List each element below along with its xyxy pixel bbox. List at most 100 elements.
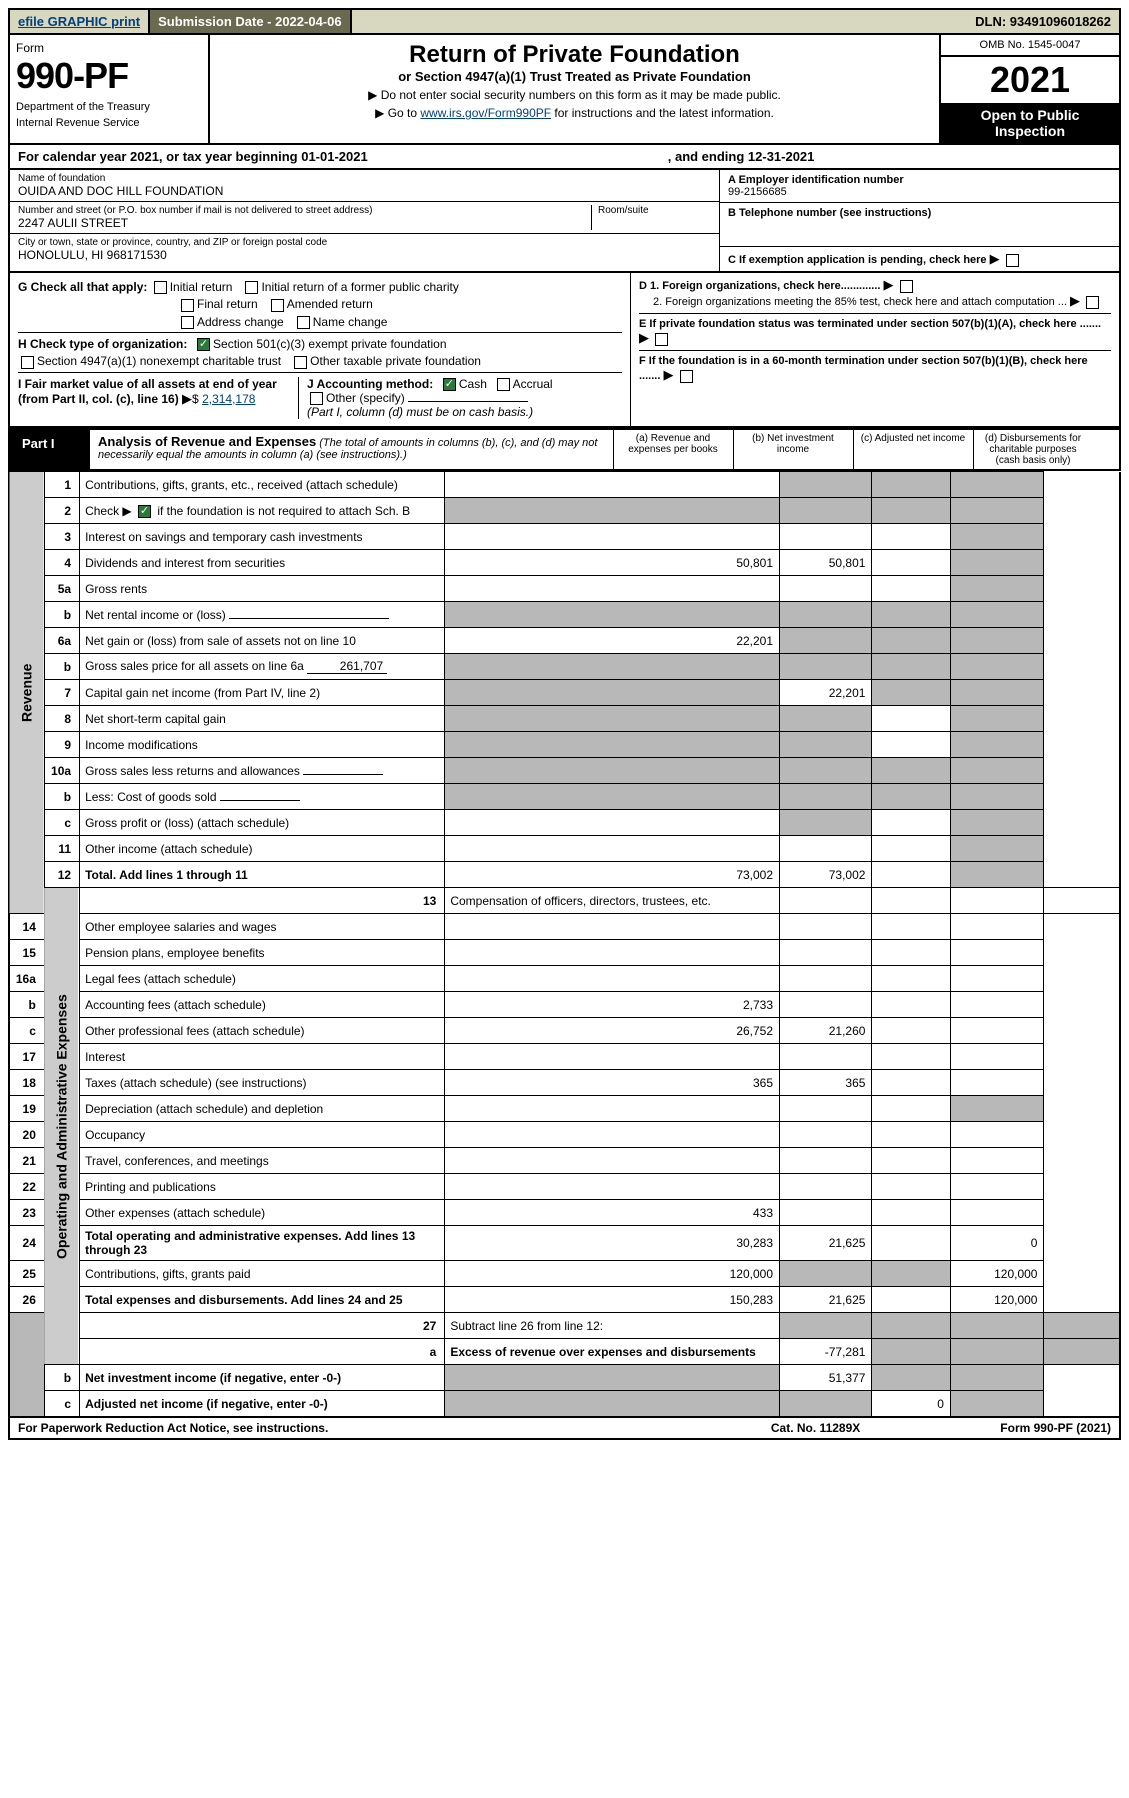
h-opt-other: Other taxable private foundation — [310, 354, 481, 368]
address-label: Number and street (or P.O. box number if… — [18, 205, 591, 216]
val-6b-inline: 261,707 — [307, 659, 387, 674]
line-18: Taxes (attach schedule) (see instruction… — [80, 1070, 445, 1096]
j-cash-checkbox[interactable] — [443, 378, 456, 391]
part1-tab: Part I — [10, 430, 90, 469]
g-initial-checkbox[interactable] — [154, 281, 167, 294]
form-header: Form 990-PF Department of the Treasury I… — [8, 35, 1121, 145]
line-24: Total operating and administrative expen… — [85, 1229, 415, 1257]
line-27b: Net investment income (if negative, ente… — [85, 1371, 341, 1385]
val-16ba: 2,733 — [445, 992, 780, 1018]
val-23a: 433 — [445, 1200, 780, 1226]
val-26a: 150,283 — [445, 1287, 780, 1313]
line-16c: Other professional fees (attach schedule… — [80, 1018, 445, 1044]
city-label: City or town, state or province, country… — [18, 237, 711, 248]
c-checkbox[interactable] — [1006, 254, 1019, 267]
ein-label: A Employer identification number — [728, 174, 904, 186]
line-2b: if the foundation is not required to att… — [157, 504, 410, 518]
line-27c: Adjusted net income (if negative, enter … — [85, 1397, 328, 1411]
g-label: G Check all that apply: — [18, 280, 147, 294]
val-27bb: 51,377 — [780, 1365, 872, 1391]
val-6a: 22,201 — [445, 628, 780, 654]
j-cash: Cash — [459, 377, 487, 391]
d2-checkbox[interactable] — [1086, 296, 1099, 309]
f-label: F If the foundation is in a 60-month ter… — [639, 355, 1088, 382]
g-opt-address: Address change — [197, 315, 284, 329]
line-22: Printing and publications — [80, 1174, 445, 1200]
room-label: Room/suite — [598, 205, 711, 216]
line-7: Capital gain net income (from Part IV, l… — [80, 680, 445, 706]
line-27: Subtract line 26 from line 12: — [445, 1313, 780, 1339]
dept-treasury: Department of the Treasury — [16, 101, 202, 113]
part1-header: Part I Analysis of Revenue and Expenses … — [8, 428, 1121, 471]
j-label: J Accounting method: — [307, 377, 433, 391]
telephone-label: B Telephone number (see instructions) — [728, 207, 931, 219]
line-27a: Excess of revenue over expenses and disb… — [450, 1345, 755, 1359]
footer-right: Form 990-PF (2021) — [1000, 1421, 1111, 1435]
f-checkbox[interactable] — [680, 370, 693, 383]
line-5a: Gross rents — [80, 576, 445, 602]
line-15: Pension plans, employee benefits — [80, 940, 445, 966]
line-5b: Net rental income or (loss) — [85, 608, 226, 622]
j-accrual-checkbox[interactable] — [497, 378, 510, 391]
val-27cc: 0 — [872, 1391, 951, 1417]
check-section: G Check all that apply: Initial return I… — [8, 273, 1121, 428]
calendar-year-row: For calendar year 2021, or tax year begi… — [8, 145, 1121, 170]
h-4947-checkbox[interactable] — [21, 356, 34, 369]
j-accrual: Accrual — [513, 377, 553, 391]
line-3: Interest on savings and temporary cash i… — [80, 524, 445, 550]
d1-checkbox[interactable] — [900, 280, 913, 293]
omb-number: OMB No. 1545-0047 — [941, 35, 1119, 57]
ein-value: 99-2156685 — [728, 186, 787, 198]
val-16ca: 26,752 — [445, 1018, 780, 1044]
val-25d: 120,000 — [950, 1261, 1044, 1287]
h-other-checkbox[interactable] — [294, 356, 307, 369]
line-9: Income modifications — [80, 732, 445, 758]
j-other-checkbox[interactable] — [310, 392, 323, 405]
g-address-checkbox[interactable] — [181, 316, 194, 329]
instruction-2: ▶ Go to www.irs.gov/Form990PF for instru… — [222, 106, 927, 120]
e-checkbox[interactable] — [655, 333, 668, 346]
val-4b: 50,801 — [780, 550, 872, 576]
line-6a: Net gain or (loss) from sale of assets n… — [80, 628, 445, 654]
expenses-side-label: Operating and Administrative Expenses — [44, 888, 79, 1365]
val-16cb: 21,260 — [780, 1018, 872, 1044]
g-former-checkbox[interactable] — [245, 281, 258, 294]
line-21: Travel, conferences, and meetings — [80, 1148, 445, 1174]
schb-checkbox[interactable] — [138, 505, 151, 518]
col-c-header: (c) Adjusted net income — [853, 430, 973, 469]
submission-date: Submission Date - 2022-04-06 — [150, 10, 352, 33]
val-18a: 365 — [445, 1070, 780, 1096]
line-10c: Gross profit or (loss) (attach schedule) — [80, 810, 445, 836]
e-label: E If private foundation status was termi… — [639, 318, 1101, 330]
val-18b: 365 — [780, 1070, 872, 1096]
line-19: Depreciation (attach schedule) and deple… — [80, 1096, 445, 1122]
g-amended-checkbox[interactable] — [271, 299, 284, 312]
open-public: Open to Public Inspection — [941, 103, 1119, 143]
irs-link[interactable]: www.irs.gov/Form990PF — [420, 106, 551, 120]
line-12: Total. Add lines 1 through 11 — [85, 868, 248, 882]
footer: For Paperwork Reduction Act Notice, see … — [8, 1418, 1121, 1440]
g-name-checkbox[interactable] — [297, 316, 310, 329]
val-26d: 120,000 — [950, 1287, 1044, 1313]
val-25a: 120,000 — [445, 1261, 780, 1287]
line-2a: Check ▶ — [85, 504, 132, 518]
topbar: efile GRAPHIC print Submission Date - 20… — [8, 8, 1121, 35]
g-final-checkbox[interactable] — [181, 299, 194, 312]
line-16b: Accounting fees (attach schedule) — [80, 992, 445, 1018]
col-d-header: (d) Disbursements for charitable purpose… — [973, 430, 1093, 469]
val-24a: 30,283 — [445, 1226, 780, 1261]
g-opt-final: Final return — [197, 297, 258, 311]
g-opt-amended: Amended return — [287, 297, 373, 311]
inst2-pre: ▶ Go to — [375, 106, 420, 120]
address: 2247 AULII STREET — [18, 216, 591, 230]
efile-link[interactable]: efile GRAPHIC print — [18, 14, 140, 29]
i-value: 2,314,178 — [202, 392, 255, 406]
footer-mid: Cat. No. 11289X — [771, 1421, 860, 1435]
h-501c3-checkbox[interactable] — [197, 338, 210, 351]
d2-label: 2. Foreign organizations meeting the 85%… — [639, 296, 1067, 308]
val-26b: 21,625 — [780, 1287, 872, 1313]
j-other: Other (specify) — [326, 391, 405, 405]
form-subtitle: or Section 4947(a)(1) Trust Treated as P… — [222, 69, 927, 84]
c-label: C If exemption application is pending, c… — [728, 254, 987, 266]
dln: DLN: 93491096018262 — [967, 10, 1119, 33]
